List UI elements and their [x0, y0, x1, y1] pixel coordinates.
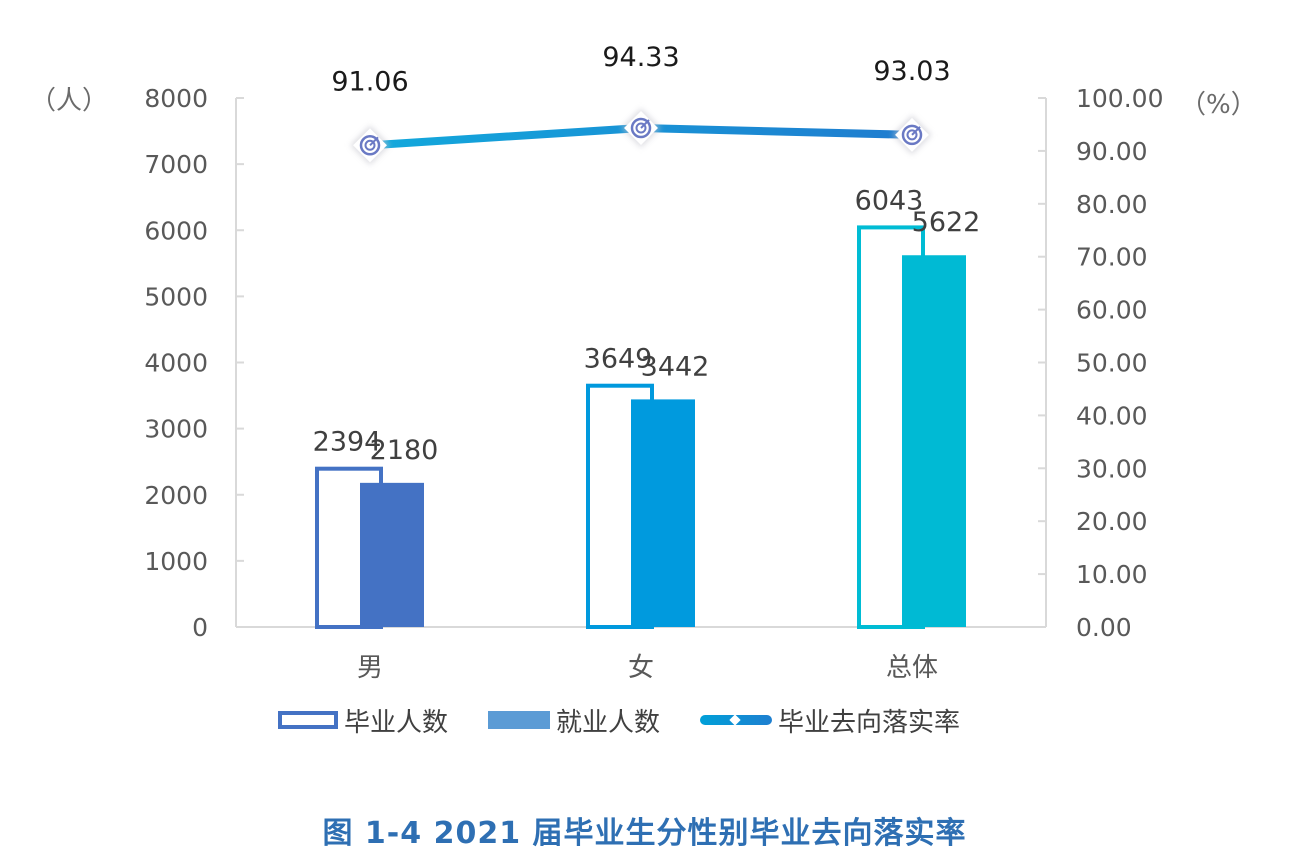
target-icon	[901, 124, 923, 146]
rate-value-label: 91.06	[331, 66, 408, 97]
right-tick-label: 80.00	[1076, 190, 1148, 219]
left-tick-label: 2000	[144, 481, 208, 510]
left-tick-label: 4000	[144, 349, 208, 378]
graduates-value-label: 6043	[855, 185, 924, 216]
axes: 0 1000 2000 3000 4000 5000 6000 7000 8000 0.00 10.…	[144, 84, 1163, 683]
outline-swatch-icon	[278, 711, 338, 729]
rate-line	[350, 108, 932, 166]
legend-label: 就业人数	[556, 707, 661, 738]
rate-marker	[892, 115, 932, 155]
right-tick-label: 60.00	[1076, 296, 1148, 325]
filled-swatch-icon	[488, 711, 551, 729]
left-tick-label: 5000	[144, 282, 208, 311]
left-axis-unit: （人）	[30, 86, 109, 116]
legend-label: 毕业去向落实率	[778, 707, 961, 738]
rate-value-label: 93.03	[873, 56, 950, 87]
right-tick-label: 0.00	[1076, 613, 1132, 642]
left-tick-label: 6000	[144, 216, 208, 245]
legend-item-rate[interactable]: 毕业去向落实率	[700, 702, 960, 739]
employed-value-label: 5622	[912, 207, 981, 238]
target-icon-inner	[906, 129, 918, 141]
employed-value-label: 2180	[370, 435, 439, 466]
target-arrow-icon	[369, 136, 379, 146]
right-axis-unit: （%）	[1180, 90, 1257, 120]
target-icon	[630, 117, 652, 139]
right-tick-label: 100.00	[1076, 84, 1163, 113]
left-tick-label: 7000	[144, 150, 208, 179]
employed-bar	[631, 399, 695, 627]
bars	[315, 225, 966, 630]
line-marker-swatch-icon	[700, 715, 773, 725]
category-label: 男	[357, 653, 383, 683]
legend-label: 毕业人数	[344, 707, 449, 738]
target-icon	[359, 135, 381, 156]
left-tick-label: 3000	[144, 415, 208, 444]
target-icon-inner	[364, 139, 376, 151]
rate-value-label: 94.33	[602, 42, 679, 73]
graduates-value-label: 3649	[584, 344, 653, 375]
employed-bar	[902, 255, 966, 628]
left-tick-label: 0	[192, 613, 208, 642]
left-tick-label: 8000	[144, 84, 208, 113]
target-arrow-icon	[911, 126, 921, 136]
category-label: 女	[628, 653, 654, 683]
figure-caption: 图 1-4 2021 届毕业生分性别毕业去向落实率	[322, 816, 967, 851]
target-arrow-icon	[640, 119, 650, 129]
left-tick-label: 1000	[144, 547, 208, 576]
right-tick-label: 70.00	[1076, 243, 1148, 272]
legend-item-employed[interactable]: 就业人数	[488, 702, 660, 739]
employed-value-label: 3442	[641, 351, 710, 382]
legend-item-graduates[interactable]: 毕业人数	[278, 702, 448, 739]
rate-marker	[350, 125, 390, 166]
right-tick-label: 30.00	[1076, 454, 1148, 483]
graduates-value-label: 2394	[313, 427, 382, 458]
employed-bar	[360, 482, 424, 627]
right-tick-label: 10.00	[1076, 560, 1148, 589]
rate-marker	[621, 108, 661, 148]
target-icon-inner	[635, 122, 647, 134]
right-tick-label: 20.00	[1076, 507, 1148, 536]
right-tick-label: 40.00	[1076, 401, 1148, 430]
category-label: 总体	[886, 653, 938, 683]
right-tick-label: 50.00	[1076, 349, 1148, 378]
right-tick-label: 90.00	[1076, 137, 1148, 166]
legend: 毕业人数 就业人数 毕业去向落实率	[278, 700, 1000, 740]
